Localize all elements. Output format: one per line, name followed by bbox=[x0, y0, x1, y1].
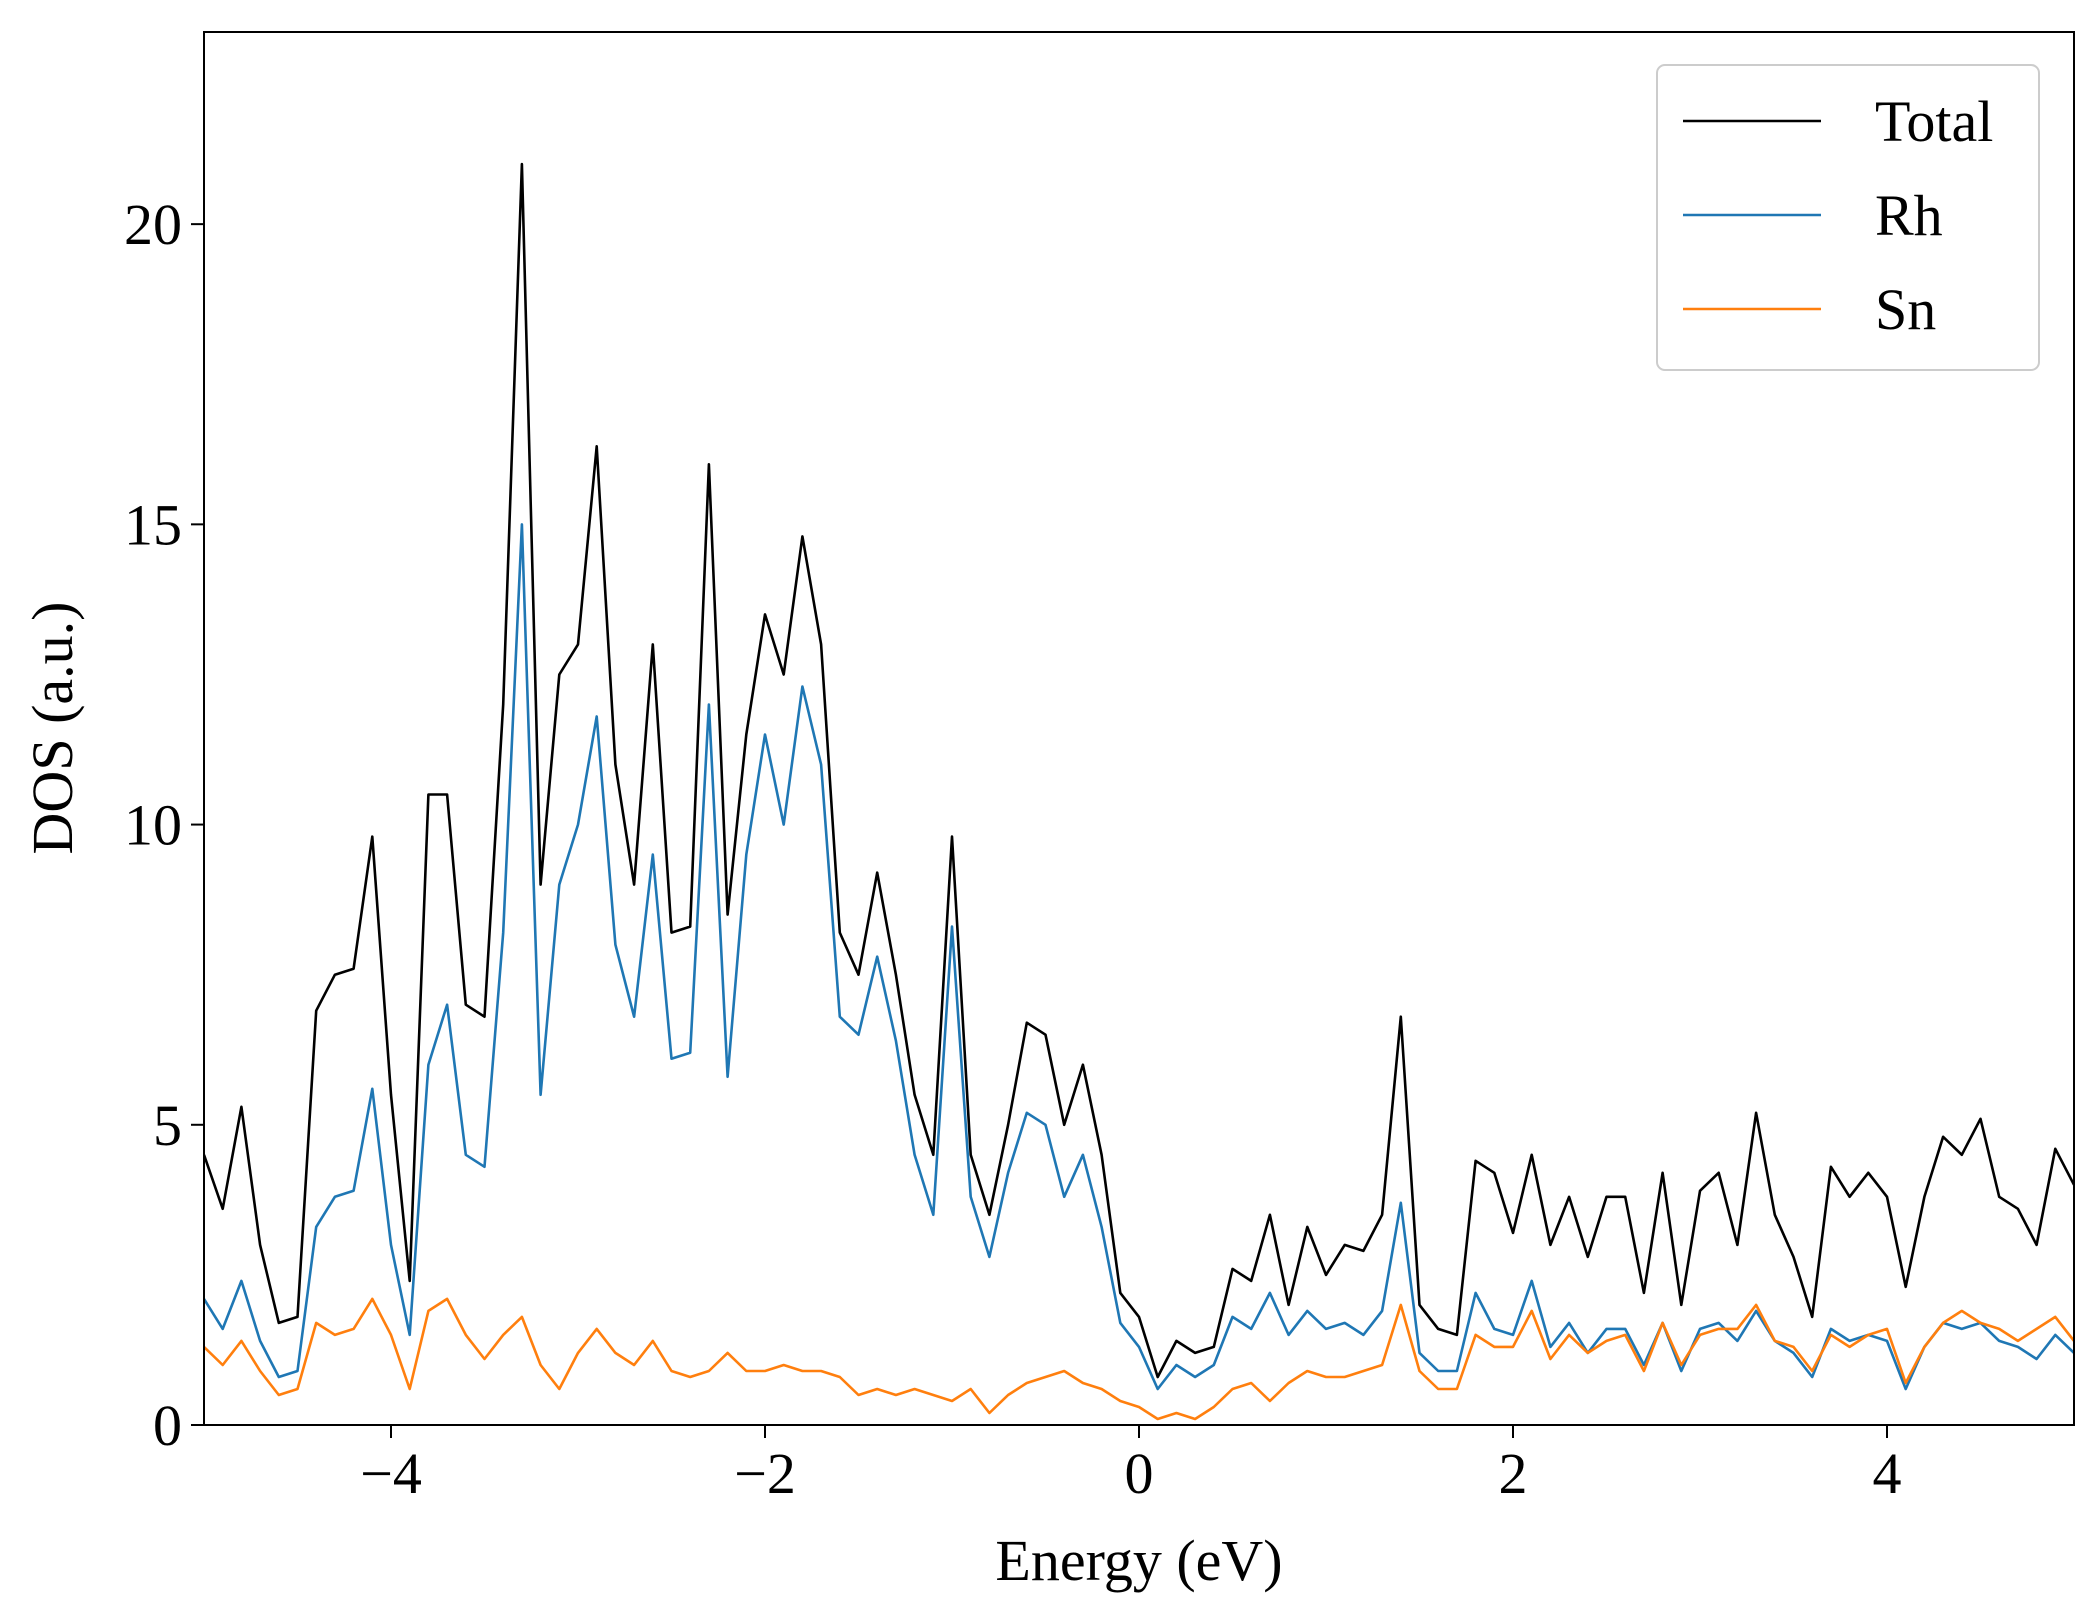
y-tick-label: 10 bbox=[124, 793, 182, 858]
x-tick-label: −4 bbox=[360, 1441, 422, 1506]
plot-area bbox=[204, 162, 2074, 1421]
series-line bbox=[204, 523, 2074, 1391]
series-line bbox=[204, 1297, 2074, 1421]
x-tick-label: 0 bbox=[1125, 1441, 1154, 1506]
plot-frame bbox=[203, 31, 2075, 1426]
legend-label: Total bbox=[1875, 89, 1993, 154]
x-tick-label: 2 bbox=[1499, 1441, 1528, 1506]
y-tick-label: 20 bbox=[124, 192, 182, 257]
x-tick-label: 4 bbox=[1873, 1441, 1902, 1506]
x-axis-label: Energy (eV) bbox=[995, 1528, 1282, 1593]
y-tick-label: 5 bbox=[153, 1093, 182, 1158]
y-axis-label: DOS (a.u.) bbox=[20, 602, 85, 855]
legend-label: Rh bbox=[1875, 183, 1943, 248]
legend-box bbox=[1656, 64, 2040, 371]
legend-label: Sn bbox=[1875, 277, 1936, 342]
y-tick-label: 15 bbox=[124, 492, 182, 557]
x-tick-label: −2 bbox=[734, 1441, 796, 1506]
series-line bbox=[204, 162, 2074, 1379]
y-tick-label: 0 bbox=[153, 1393, 182, 1458]
